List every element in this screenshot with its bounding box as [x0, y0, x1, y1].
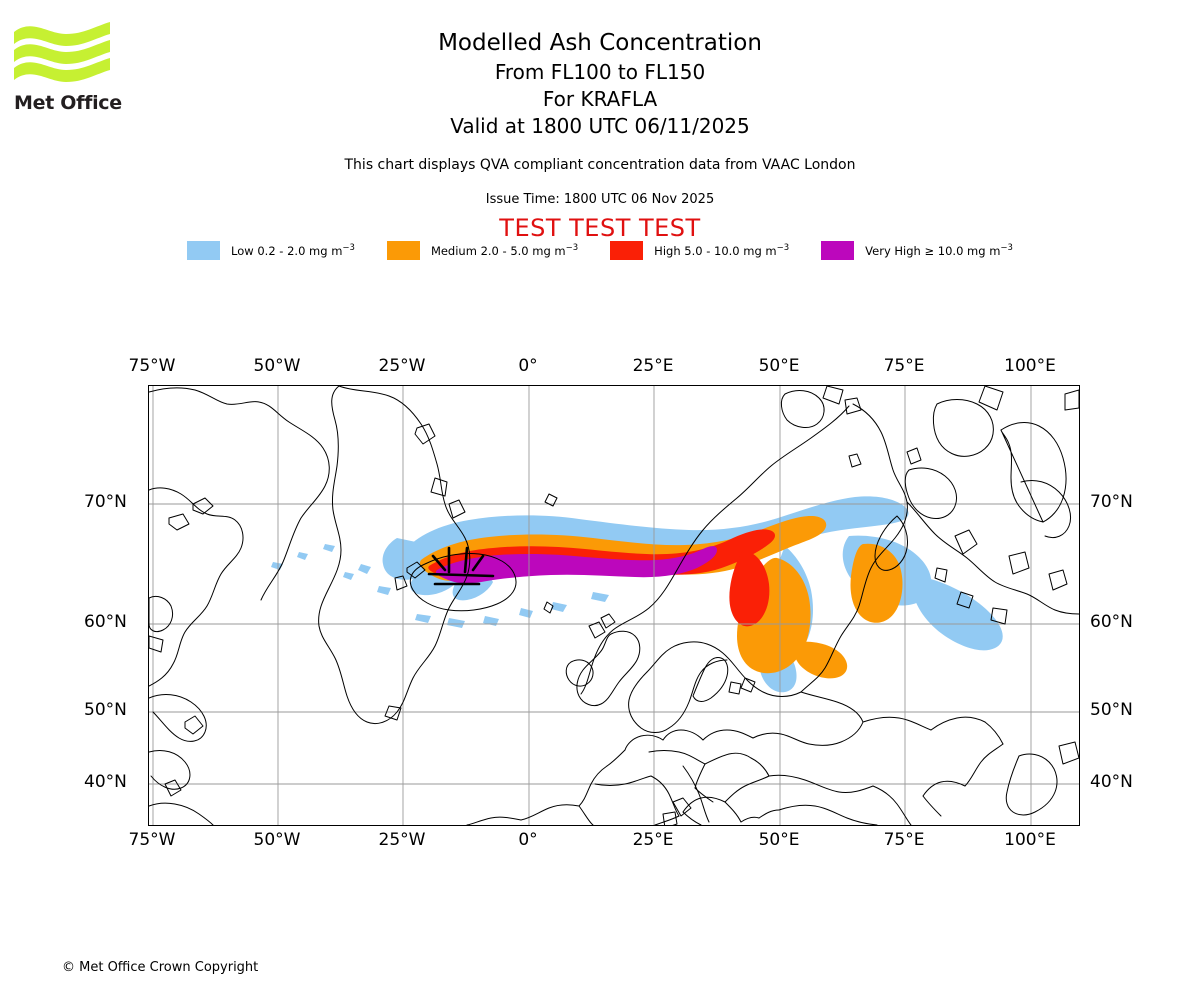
lat-tick-right-70: 70°N [1090, 492, 1133, 512]
lon-tick-100: 100°E [1004, 830, 1056, 850]
legend-label-medium: Medium 2.0 - 5.0 mg m−3 [430, 243, 579, 258]
legend-item-medium: Medium 2.0 - 5.0 mg m−3 [386, 241, 579, 260]
lon-tick--75: 75°W [128, 830, 176, 850]
ash-concentration-map [148, 385, 1080, 826]
volcano-line: For KRAFLA [542, 87, 658, 111]
lat-tick-right-60: 60°N [1090, 612, 1133, 632]
lat-tick-left-70: 70°N [84, 492, 127, 512]
legend-label-high: High 5.0 - 10.0 mg m−3 [654, 243, 790, 258]
met-office-wave-icon [14, 22, 110, 82]
issue-time-label: Issue Time: 1800 UTC 06 Nov 2025 [485, 192, 715, 207]
lon-tick-75: 75°E [883, 830, 925, 850]
lon-tick-50: 50°E [758, 830, 800, 850]
map-canvas [149, 386, 1079, 825]
legend-label-very-high: Very High ≥ 10.0 mg m−3 [865, 243, 1013, 258]
lon-tick-75: 75°E [883, 356, 925, 376]
lon-tick--50: 50°W [253, 830, 301, 850]
legend-item-low: Low 0.2 - 2.0 mg m−3 [187, 241, 355, 260]
lon-tick--75: 75°W [128, 356, 176, 376]
map-frame [148, 385, 1080, 826]
valid-time-line: Valid at 1800 UTC 06/11/2025 [450, 114, 750, 138]
page-title: Modelled Ash Concentration [438, 30, 762, 56]
legend-item-very-high: Very High ≥ 10.0 mg m−3 [821, 241, 1013, 260]
lat-tick-left-40: 40°N [84, 772, 127, 792]
legend-swatch-very-high [821, 241, 855, 260]
legend-label-low: Low 0.2 - 2.0 mg m−3 [231, 243, 355, 258]
test-banner: TEST TEST TEST [499, 214, 701, 242]
copyright-notice: © Met Office Crown Copyright [62, 960, 259, 975]
legend-swatch-low [187, 241, 221, 260]
lat-tick-left-60: 60°N [84, 612, 127, 632]
chart-subtitle: This chart displays QVA compliant concen… [344, 157, 856, 173]
legend-swatch-high [610, 241, 644, 260]
lat-tick-right-40: 40°N [1090, 772, 1133, 792]
plume-band-very-high [435, 546, 717, 584]
lat-tick-left-50: 50°N [84, 700, 127, 720]
lon-tick-0: 0° [518, 830, 538, 850]
legend-swatch-medium [386, 241, 420, 260]
concentration-legend: Low 0.2 - 2.0 mg m−3 Medium 2.0 - 5.0 mg … [0, 241, 1200, 260]
lat-tick-right-50: 50°N [1090, 700, 1133, 720]
lon-tick-25: 25°E [632, 356, 674, 376]
met-office-wordmark: Met Office [14, 92, 122, 114]
chart-title-block: Modelled Ash Concentration From FL100 to… [0, 28, 1200, 140]
legend-item-high: High 5.0 - 10.0 mg m−3 [610, 241, 789, 260]
lon-tick-100: 100°E [1004, 356, 1056, 376]
lon-tick-50: 50°E [758, 356, 800, 376]
met-office-logo: Met Office [14, 22, 134, 114]
lon-tick-25: 25°E [632, 830, 674, 850]
volcano-source-marker [427, 546, 495, 586]
lon-tick--25: 25°W [378, 356, 426, 376]
flight-level-line: From FL100 to FL150 [494, 60, 706, 84]
lon-tick--50: 50°W [253, 356, 301, 376]
lon-tick-0: 0° [518, 356, 538, 376]
map-coastlines [149, 386, 1079, 825]
lon-tick--25: 25°W [378, 830, 426, 850]
